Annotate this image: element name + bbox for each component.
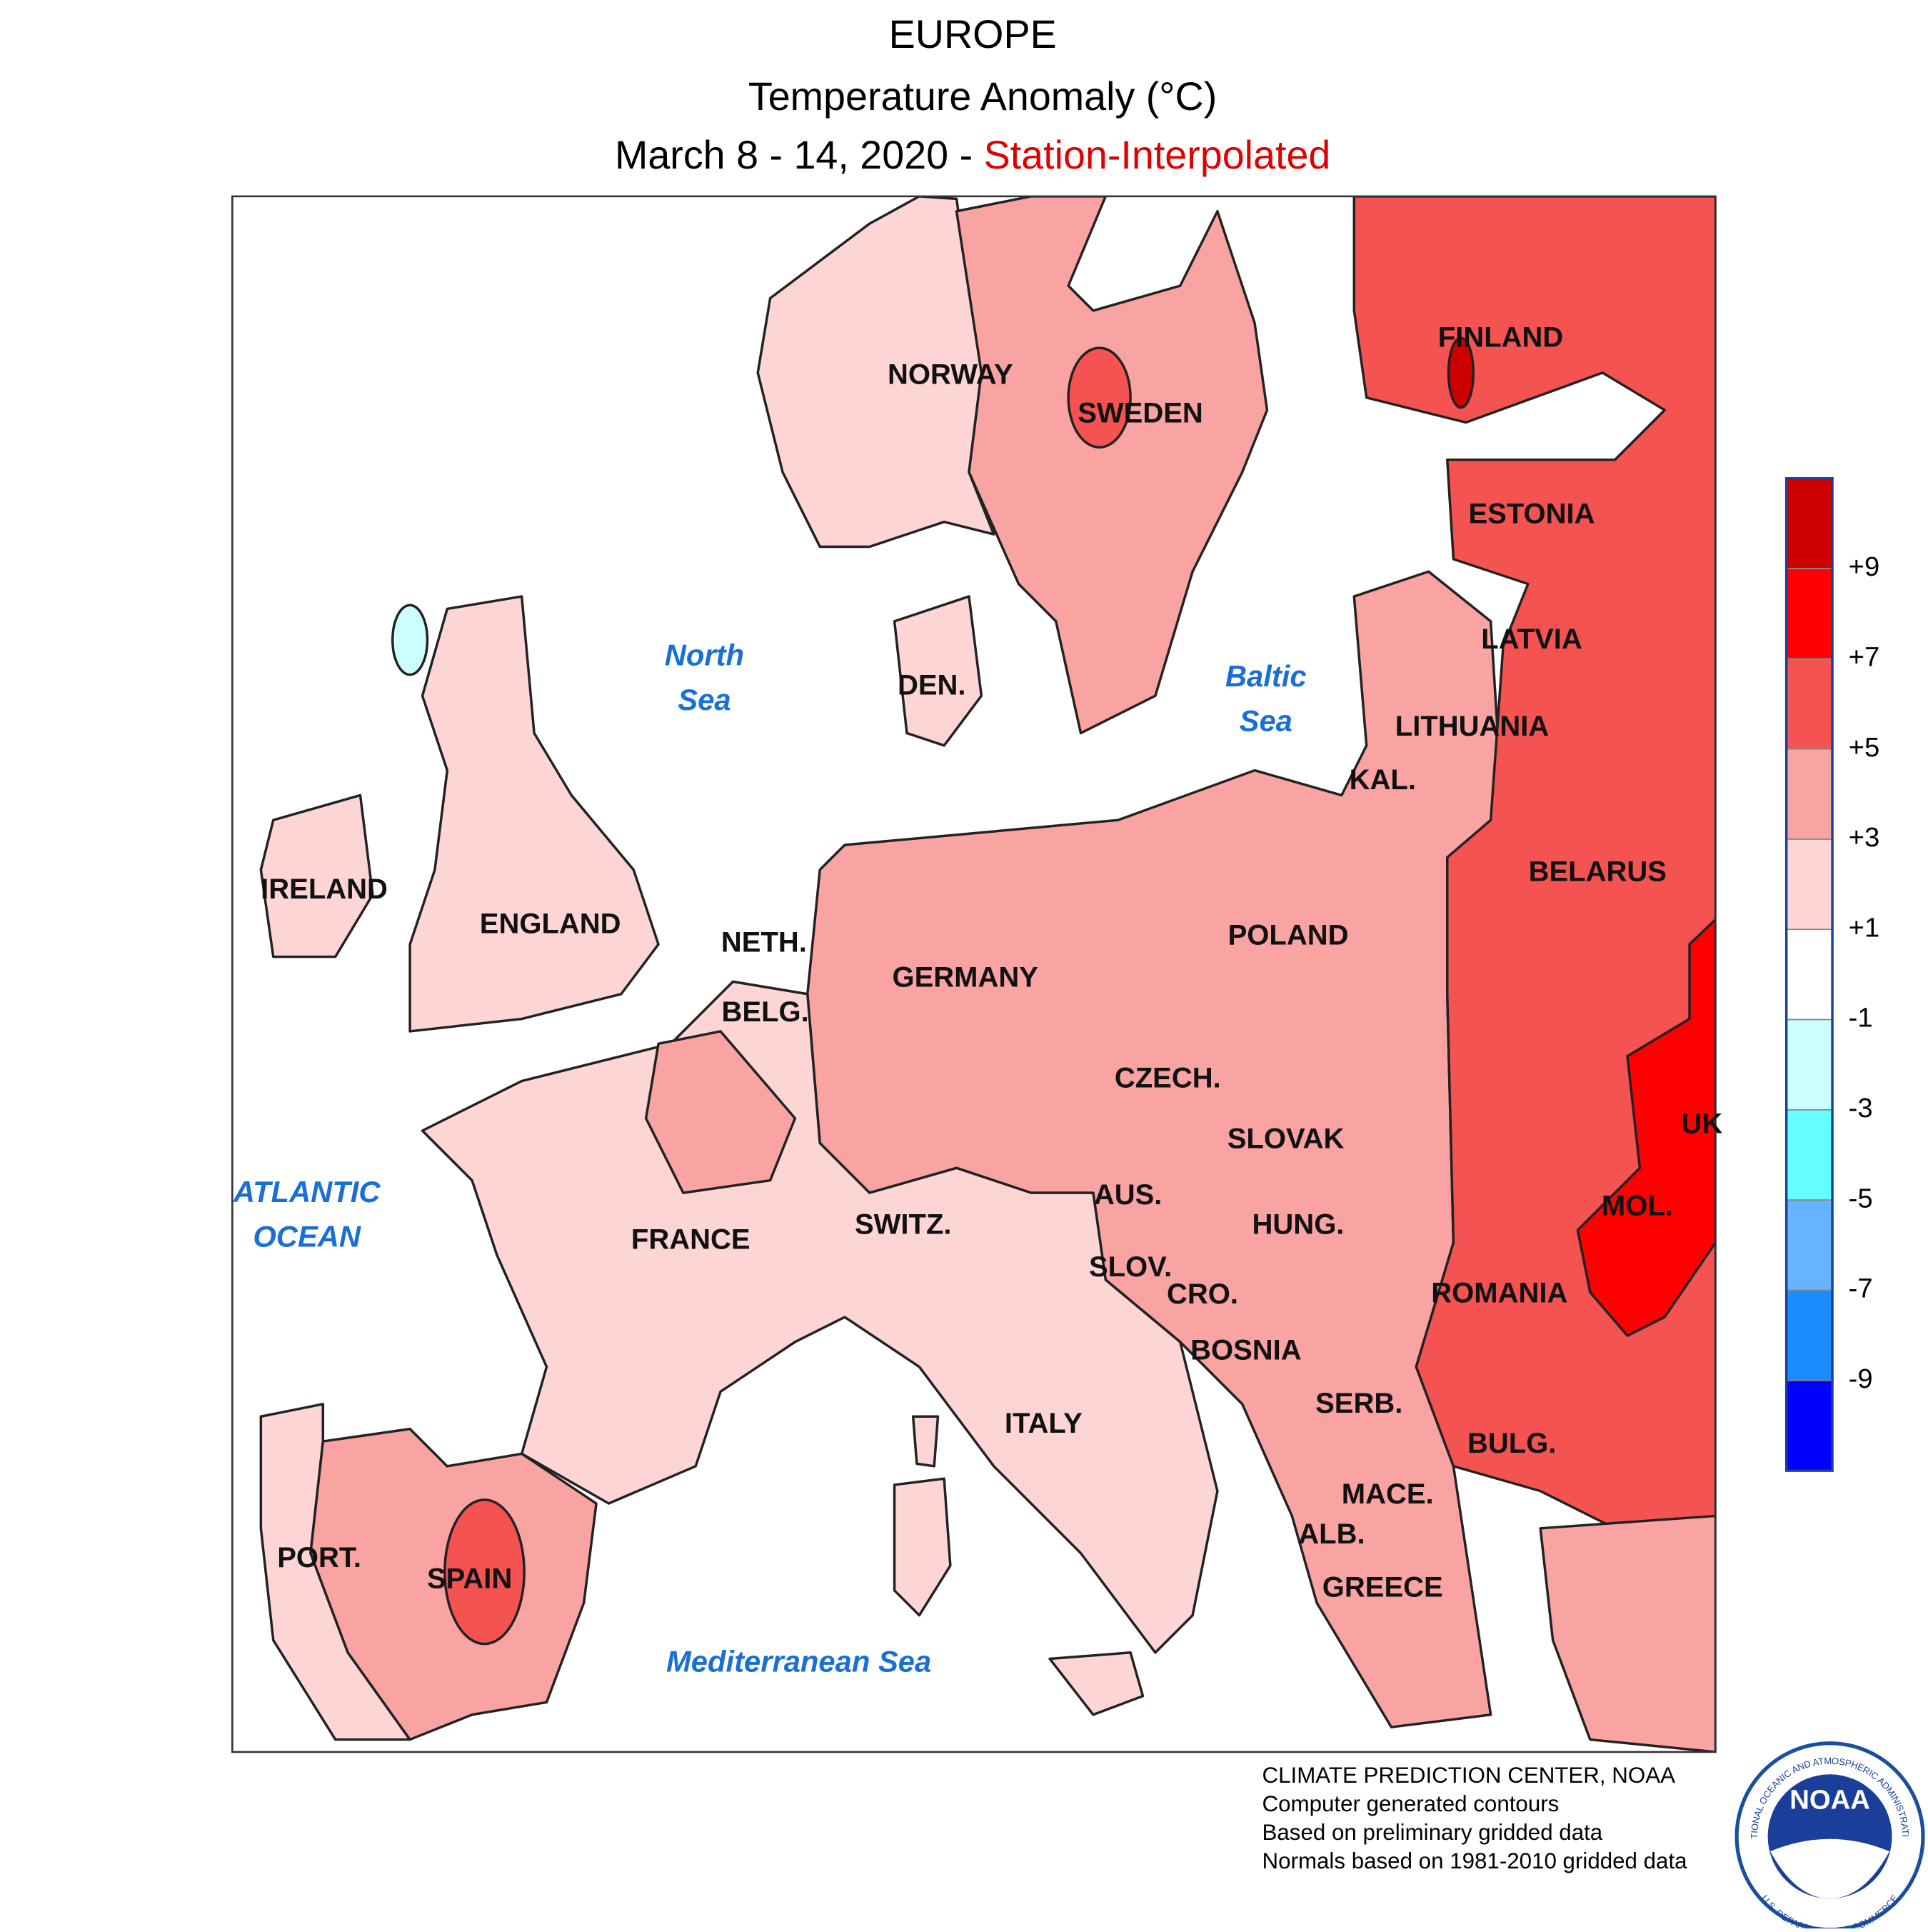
britain-region bbox=[408, 595, 660, 1033]
country-label: LATVIA bbox=[1481, 624, 1582, 655]
france-patch bbox=[644, 1030, 797, 1194]
credit-line: Based on preliminary gridded data bbox=[1262, 1820, 1603, 1845]
country-label: LITHUANIA bbox=[1395, 711, 1550, 742]
date: March 8 - 14, 2020 - bbox=[615, 133, 984, 177]
country-label: GREECE bbox=[1322, 1572, 1443, 1603]
country-label: BELARUS bbox=[1529, 856, 1667, 888]
legend-label: -3 bbox=[1849, 1093, 1873, 1123]
legend-label: -1 bbox=[1849, 1003, 1873, 1033]
country-label: BOSNIA bbox=[1190, 1334, 1302, 1366]
legend-label: +7 bbox=[1849, 641, 1880, 672]
legend-swatch bbox=[1785, 929, 1833, 1021]
title: EUROPE bbox=[889, 12, 1057, 56]
corsica bbox=[911, 1415, 940, 1468]
sea-label: Sea bbox=[678, 683, 730, 716]
country-label: ROMANIA bbox=[1431, 1277, 1567, 1308]
credit-line: CLIMATE PREDICTION CENTER, NOAA bbox=[1262, 1763, 1676, 1788]
map-frame bbox=[231, 195, 1717, 1753]
country-label: POLAND bbox=[1228, 919, 1349, 951]
legend-swatch bbox=[1785, 839, 1833, 931]
country-label: ALB. bbox=[1298, 1518, 1365, 1550]
country-label: FRANCE bbox=[631, 1224, 750, 1256]
sea-label: Baltic bbox=[1225, 659, 1307, 693]
logo-gull bbox=[1770, 1838, 1890, 1899]
legend-label: -5 bbox=[1849, 1183, 1873, 1213]
legend-label: +5 bbox=[1849, 732, 1880, 763]
sea-label: ATLANTIC bbox=[233, 1175, 381, 1208]
southeast-region bbox=[1539, 1514, 1716, 1752]
country-label: BULG. bbox=[1467, 1428, 1556, 1459]
west-region bbox=[421, 980, 1219, 1654]
date-line: March 8 - 14, 2020 - Station-Interpolate… bbox=[615, 133, 1330, 177]
country-label: KAL. bbox=[1350, 764, 1416, 796]
logo-text: NOAA bbox=[1789, 1785, 1870, 1816]
legend-label: -9 bbox=[1849, 1363, 1873, 1394]
scotland-cool bbox=[391, 604, 429, 676]
sea-label: Sea bbox=[1240, 704, 1292, 738]
ireland-region bbox=[259, 794, 374, 959]
sweden-core bbox=[1067, 346, 1132, 449]
ukraine-region bbox=[1576, 918, 1716, 1337]
country-label: CRO. bbox=[1167, 1278, 1238, 1310]
country-label: ITALY bbox=[1005, 1408, 1083, 1439]
legend-label: -7 bbox=[1849, 1273, 1873, 1304]
credit-line: Computer generated contours bbox=[1262, 1791, 1560, 1816]
country-label: AUS. bbox=[1094, 1179, 1163, 1211]
country-label: CZECH. bbox=[1115, 1062, 1221, 1093]
color-legend: +9 +7 +5 +3 +1 -1 -3 -5 -7 -9 bbox=[1784, 477, 1880, 1472]
country-label: NETH. bbox=[721, 927, 807, 959]
legend-swatch bbox=[1785, 1379, 1833, 1471]
country-label: PORT. bbox=[277, 1542, 361, 1573]
legend-label: +9 bbox=[1849, 551, 1880, 582]
country-label: FINLAND bbox=[1438, 321, 1564, 353]
spain-core bbox=[443, 1498, 526, 1646]
country-label: MACE. bbox=[1342, 1478, 1434, 1510]
country-label: ENGLAND bbox=[480, 909, 621, 940]
legend-swatch bbox=[1785, 568, 1833, 660]
legend-frame bbox=[1784, 477, 1834, 1472]
legend-swatch bbox=[1785, 658, 1833, 750]
sardinia bbox=[893, 1477, 952, 1617]
country-label: MOL. bbox=[1602, 1191, 1673, 1222]
subtitle: Temperature Anomaly (°C) bbox=[748, 74, 1217, 119]
legend-swatch bbox=[1785, 1199, 1833, 1291]
country-label: ESTONIA bbox=[1468, 499, 1595, 530]
norway-region bbox=[756, 196, 995, 549]
legend-label: +3 bbox=[1849, 822, 1880, 853]
country-label: UK bbox=[1681, 1108, 1722, 1140]
country-label: SLOVAK bbox=[1227, 1123, 1345, 1155]
labels: FINLAND NORWAY SWEDEN ESTONIA LATVIA LITHUANI… bbox=[233, 321, 1722, 1678]
legend-swatch bbox=[1785, 748, 1833, 840]
country-label: DEN. bbox=[898, 670, 966, 701]
country-label: SERB. bbox=[1315, 1388, 1402, 1419]
country-label: NORWAY bbox=[888, 359, 1013, 391]
legend-swatch bbox=[1785, 1109, 1833, 1201]
sea-label: OCEAN bbox=[253, 1220, 361, 1253]
credit-line: Normals based on 1981-2010 gridded data bbox=[1262, 1848, 1688, 1873]
sea-label: Mediterranean Sea bbox=[666, 1644, 931, 1678]
country-label: SWITZ. bbox=[855, 1209, 952, 1241]
regions bbox=[259, 196, 1716, 1752]
legend-swatch bbox=[1785, 1289, 1833, 1381]
country-label: SWEDEN bbox=[1078, 398, 1203, 429]
sea-label: North bbox=[665, 638, 744, 671]
country-label: BELG. bbox=[722, 996, 809, 1028]
legend-swatch bbox=[1785, 477, 1833, 569]
denmark-region bbox=[893, 595, 983, 747]
sicily bbox=[1048, 1651, 1145, 1716]
country-label: HUNG. bbox=[1252, 1209, 1345, 1241]
legend-swatch bbox=[1785, 1018, 1833, 1111]
credits: CLIMATE PREDICTION CENTER, NOAA Computer … bbox=[1262, 1763, 1688, 1873]
country-label: IRELAND bbox=[261, 874, 388, 905]
method: Station-Interpolated bbox=[984, 133, 1331, 177]
country-label: SPAIN bbox=[427, 1563, 512, 1594]
country-label: SLOV. bbox=[1089, 1251, 1172, 1283]
sweden-region bbox=[955, 196, 1269, 735]
country-label: GERMANY bbox=[893, 961, 1039, 993]
finland-core bbox=[1447, 336, 1475, 409]
map-area bbox=[231, 195, 1717, 1753]
legend-label: +1 bbox=[1849, 912, 1880, 943]
